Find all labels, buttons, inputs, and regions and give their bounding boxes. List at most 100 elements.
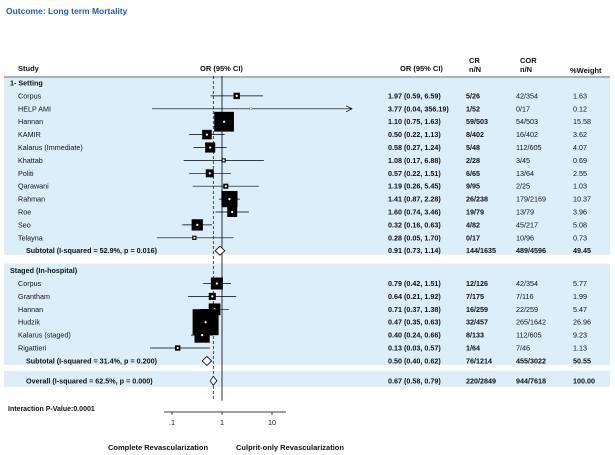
x-tick-label: 1 [220, 418, 224, 427]
or-ci-value: 0.79 (0.42, 1.51) [388, 279, 441, 288]
weight-value: 9.23 [573, 331, 587, 340]
background-band [4, 370, 610, 387]
cor-value: 16/402 [516, 130, 538, 139]
or-ci-value: 0.47 (0.35, 0.63) [388, 318, 441, 327]
study-label: KAMIR [18, 130, 41, 139]
cor-value: 112/605 [516, 331, 541, 340]
cor-value: 13/79 [516, 208, 534, 217]
point-estimate [228, 198, 231, 201]
point-estimate [176, 346, 179, 350]
cr-value: 144/1635 [466, 246, 496, 255]
weight-value: 1.03 [573, 182, 587, 191]
point-estimate [196, 223, 199, 226]
or-ci-value: 0.91 (0.73, 1.14) [388, 246, 441, 255]
point-estimate [208, 172, 211, 175]
or-ci-value: 0.50 (0.40, 0.62) [388, 356, 441, 365]
point-estimate [193, 236, 196, 239]
study-label: Corpus [18, 91, 42, 100]
cor-value: 22/259 [516, 305, 538, 314]
cr-value: 5/26 [466, 91, 480, 100]
cr-value: 26/238 [466, 195, 488, 204]
study-label: HELP AMI [18, 104, 51, 113]
weight-value: 5.47 [573, 305, 587, 314]
or-ci-value: 1.10 (0.75, 1.63) [388, 117, 441, 126]
study-label: Kalarus (Immediate) [18, 143, 83, 152]
study-label: Rahman [18, 195, 45, 204]
subtotal-label: Subtotal (I-squared = 52.9%, p = 0.016) [26, 246, 158, 255]
subtotal-diamond [201, 355, 213, 366]
cr-value: 9/95 [466, 182, 480, 191]
point-estimate [205, 133, 209, 136]
cr-value: 1/52 [466, 104, 480, 113]
point-estimate [209, 146, 212, 149]
or-ci-value: 0.67 (0.58, 0.79) [388, 376, 441, 385]
overall-label: Overall (I-squared = 62.5%, p = 0.000) [26, 376, 153, 385]
cr-value: 76/1214 [466, 356, 492, 365]
cr-value: 4/82 [466, 220, 480, 229]
weight-value: 0.69 [573, 156, 587, 165]
or-ci-value: 0.50 (0.22, 1.13) [388, 130, 441, 139]
header-cor: COR n/N [520, 56, 537, 74]
x-tick-label: .1 [169, 418, 175, 427]
subtotal-label: Subtotal (I-squared = 31.4%, p = 0.200) [26, 356, 158, 365]
header-or-ci-axis: OR (95% CI) [200, 64, 243, 73]
study-label: Roe [18, 208, 31, 217]
cor-value: 455/3022 [516, 356, 546, 365]
point-estimate [222, 159, 225, 162]
weight-value: 1.13 [573, 344, 587, 353]
weight-value: 100.00 [573, 376, 595, 385]
or-ci-value: 0.32 (0.16, 0.63) [388, 220, 441, 229]
overall-diamond [209, 375, 218, 386]
cor-value: 3/45 [516, 156, 530, 165]
x-label-left: Complete Revascularization [108, 443, 209, 452]
or-ci-value: 0.71 (0.37, 1.38) [388, 305, 441, 314]
weight-value: 4.07 [573, 143, 587, 152]
cr-value: 16/259 [466, 305, 488, 314]
cr-value: 6/65 [466, 169, 480, 178]
point-estimate [222, 120, 226, 123]
point-estimate [224, 185, 227, 188]
cr-value: 8/402 [466, 130, 484, 139]
weight-value: 5.77 [573, 279, 587, 288]
subtotal-diamond [214, 245, 226, 256]
point-estimate [204, 321, 207, 324]
cr-value: 32/457 [466, 318, 488, 327]
study-label: Grantham [18, 292, 50, 301]
cr-value: 0/17 [466, 233, 480, 242]
group-label: 1- Setting [10, 79, 43, 88]
point-estimate [215, 282, 218, 285]
cr-value: 59/503 [466, 117, 488, 126]
weight-value: 0.73 [573, 233, 587, 242]
weight-value: 26.96 [573, 318, 591, 327]
cr-value: 19/79 [466, 208, 484, 217]
header-weight: %Weight [570, 66, 602, 75]
weight-value: 1.99 [573, 292, 587, 301]
cr-value: 220/2849 [466, 376, 496, 385]
study-label: Seo [18, 220, 31, 229]
study-label: Khattab [18, 156, 43, 165]
weight-value: 10.37 [573, 195, 591, 204]
weight-value: 2.55 [573, 169, 587, 178]
cor-value: 54/503 [516, 117, 538, 126]
weight-value: 50.55 [573, 356, 591, 365]
weight-value: 15.58 [573, 117, 591, 126]
or-ci-value: 1.41 (0.87, 2.28) [388, 195, 441, 204]
cor-value: 179/2169 [516, 195, 546, 204]
cor-value: 265/1642 [516, 318, 546, 327]
group-label: Staged (In-hospital) [10, 266, 78, 275]
cor-value: 45/217 [516, 220, 538, 229]
point-estimate [231, 210, 234, 214]
cor-value: 10/96 [516, 233, 534, 242]
cor-value: 13/64 [516, 169, 534, 178]
study-label: Hannan [18, 117, 43, 126]
cr-value: 2/28 [466, 156, 480, 165]
header-or-ci: OR (95% CI) [400, 64, 443, 73]
or-ci-value: 0.13 (0.03, 0.57) [388, 344, 441, 353]
x-tick-label: 10 [268, 418, 276, 427]
or-ci-value: 0.40 (0.24, 0.66) [388, 331, 441, 340]
cr-value: 5/48 [466, 143, 480, 152]
background-band [4, 263, 610, 365]
study-label: Hudzik [18, 318, 40, 327]
ci-arrow [345, 105, 353, 113]
